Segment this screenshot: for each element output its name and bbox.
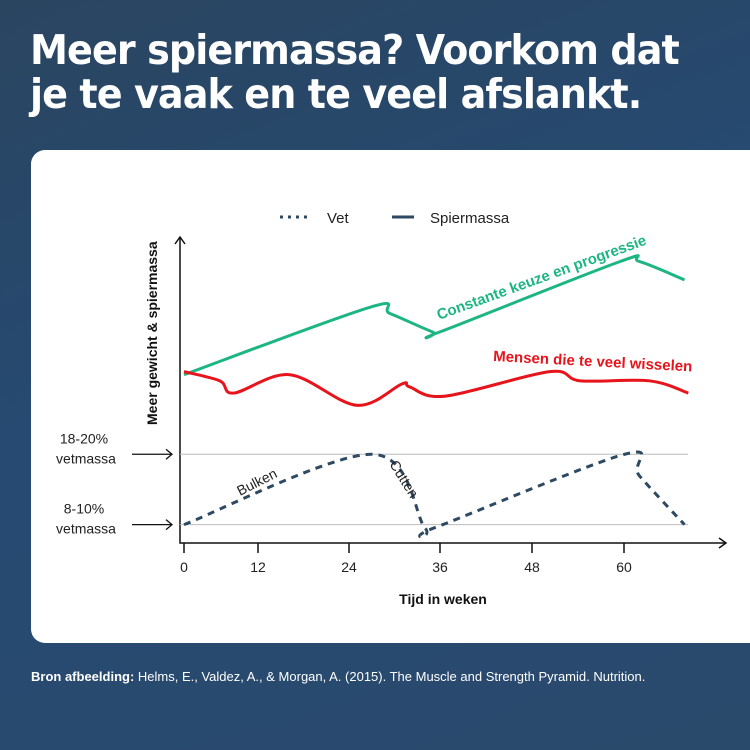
reference-label: vetmassa	[56, 450, 116, 466]
x-tick-label: 0	[180, 559, 188, 575]
series-label-constant: Constante keuze en progressie	[435, 232, 649, 324]
source-footer: Bron afbeelding: Helms, E., Valdez, A., …	[31, 669, 645, 684]
source-text: Helms, E., Valdez, A., & Morgan, A. (201…	[137, 669, 646, 684]
reference-arrow-icon	[132, 448, 174, 460]
x-tick-label: 12	[250, 559, 266, 575]
series-line-mensen-die-te-veel-wisselen	[183, 369, 689, 407]
legend-spiermassa-label: Spiermassa	[430, 210, 510, 227]
series-line-vet	[183, 450, 686, 539]
legend-vet-label: Vet	[327, 210, 350, 227]
chart-card	[31, 150, 750, 643]
y-axis-arrow	[174, 235, 186, 245]
x-tick-label: 36	[432, 559, 448, 575]
x-axis-label: Tijd in weken	[399, 591, 487, 607]
series-label-wisselen: Mensen die te veel wisselen	[493, 348, 693, 375]
source-label: Bron afbeelding:	[31, 669, 135, 684]
x-tick-label: 60	[616, 559, 632, 575]
series-line-constante-keuze-en-progressie	[183, 254, 686, 377]
x-axis-arrow	[718, 537, 728, 549]
x-tick-label: 24	[341, 559, 357, 575]
axes-lines	[179, 237, 726, 544]
annotation-cutten: Cutten	[386, 457, 421, 500]
y-axis-label: Meer gewicht & spiermassa	[144, 241, 160, 425]
page-title: Meer spiermassa? Voorkom dat je te vaak …	[30, 26, 680, 118]
reference-label: 18-20%	[60, 430, 108, 446]
reference-label: vetmassa	[56, 521, 116, 537]
reference-arrow-icon	[132, 519, 174, 531]
reference-label: 8-10%	[64, 501, 104, 517]
x-tick-label: 48	[524, 559, 540, 575]
